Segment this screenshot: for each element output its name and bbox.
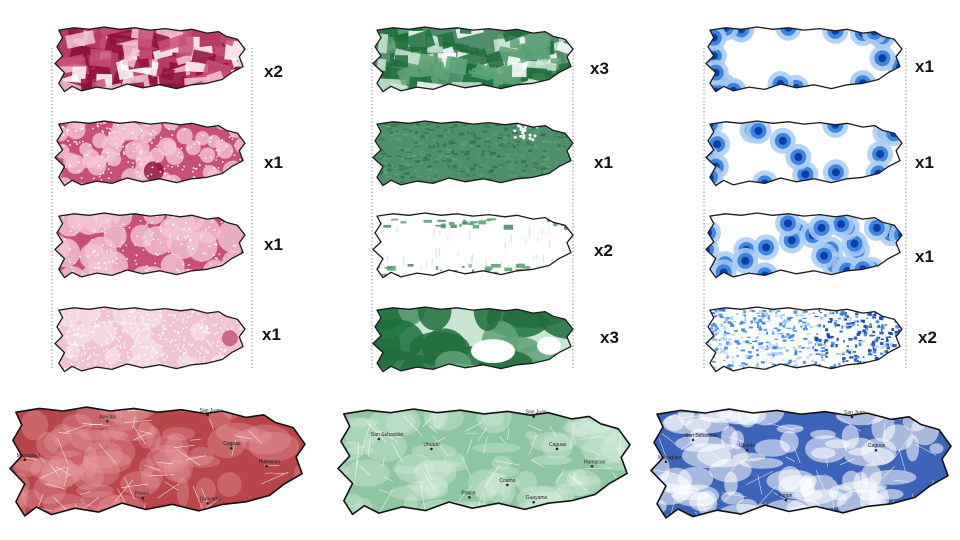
multiplier-label-blue-3: x1 xyxy=(915,247,934,266)
town-marker xyxy=(468,495,471,499)
island-outline xyxy=(650,408,952,519)
composite-map-red: San Juan Mayagüez Arecibo Caguas Ponce Guayam… xyxy=(9,406,306,517)
town-label: San Juan xyxy=(200,408,221,414)
town-marker xyxy=(23,458,27,462)
multiplier-label-blue-2: x1 xyxy=(915,153,934,172)
island-outline xyxy=(372,212,574,279)
town-label: San Sebastián xyxy=(685,433,718,439)
map-green-4 xyxy=(372,306,574,373)
map-red-3 xyxy=(54,212,246,279)
composite-maps: San Juan Mayagüez Arecibo Caguas Ponce Guayam… xyxy=(9,406,952,519)
town-marker xyxy=(850,415,854,419)
map-green-3 xyxy=(372,212,574,279)
island-outline xyxy=(705,306,903,373)
town-marker xyxy=(590,464,594,468)
town-label: Ponce xyxy=(135,491,149,497)
town-label: Ponce xyxy=(461,490,475,496)
town-marker xyxy=(430,447,433,451)
composite-map-blue: San Juan San Sebastián Mayagüez Utuado Cagua… xyxy=(650,408,952,519)
multiplier-label-green-1: x3 xyxy=(590,59,609,78)
island-outline xyxy=(372,26,574,93)
town-marker xyxy=(555,447,559,451)
island-outline xyxy=(54,26,246,93)
town-label: Caguas xyxy=(868,443,886,449)
town-marker xyxy=(664,460,668,464)
town-marker xyxy=(506,483,509,487)
town-marker xyxy=(229,446,233,450)
town-marker xyxy=(377,437,381,441)
map-blue-1 xyxy=(705,26,903,93)
town-label: Mayagüez xyxy=(17,453,41,459)
map-red-4 xyxy=(54,306,246,373)
island-outline xyxy=(54,212,246,279)
town-label: Caguas xyxy=(223,441,241,447)
multiplier-label-blue-1: x1 xyxy=(915,57,934,76)
multiplier-label-green-2: x1 xyxy=(594,153,613,172)
town-label: San Sebastián xyxy=(371,432,404,438)
town-marker xyxy=(532,500,535,504)
multiplier-label-red-2: x1 xyxy=(264,153,283,172)
multiplier-label-red-4: x1 xyxy=(262,325,281,344)
town-label: San Juan xyxy=(526,410,547,416)
multiplier-label-red-1: x2 xyxy=(264,62,283,81)
map-green-1 xyxy=(372,26,574,93)
map-red-2 xyxy=(54,120,246,187)
town-marker xyxy=(691,438,695,442)
multiplier-label-red-3: x1 xyxy=(264,235,283,254)
town-label: Mayagüez xyxy=(658,455,682,461)
island-outline xyxy=(337,408,631,516)
layer-maps xyxy=(54,26,903,373)
town-marker xyxy=(874,448,878,452)
multiplier-label-green-4: x3 xyxy=(600,328,619,347)
island-outline xyxy=(54,120,246,187)
town-marker xyxy=(141,496,145,500)
composite-map-green: San Juan San Sebastián Utuado Caguas Humacao… xyxy=(337,408,631,516)
island-outline xyxy=(705,212,903,279)
town-marker xyxy=(745,448,749,452)
island-outline xyxy=(54,306,246,373)
town-marker xyxy=(206,413,209,417)
town-label: Coamo xyxy=(499,478,515,484)
map-blue-3 xyxy=(705,212,903,279)
town-marker xyxy=(206,501,209,505)
map-green-2 xyxy=(372,120,574,187)
town-label: Ponce xyxy=(778,493,792,499)
island-outline xyxy=(372,120,574,187)
multiplier-label-blue-4: x2 xyxy=(918,328,937,347)
town-label: San Juan xyxy=(844,410,865,416)
multiplier-label-green-3: x2 xyxy=(594,241,613,260)
map-blue-2 xyxy=(705,120,903,187)
town-label: Guayama xyxy=(526,495,548,501)
town-marker xyxy=(265,464,268,468)
town-marker xyxy=(784,498,788,502)
island-outline xyxy=(9,406,306,517)
town-label: Caguas xyxy=(549,442,567,448)
town-marker xyxy=(106,420,109,423)
map-red-1 xyxy=(54,26,246,93)
town-label: Humacao xyxy=(259,459,281,465)
town-label: Utuado xyxy=(423,442,439,448)
town-label: Humacao xyxy=(584,459,606,465)
island-outline xyxy=(372,306,574,373)
town-label: Utuado xyxy=(739,443,755,449)
town-marker xyxy=(532,415,535,418)
town-label: Arecibo xyxy=(99,414,116,420)
island-outline xyxy=(705,26,903,93)
town-label: Guayama xyxy=(200,496,222,502)
map-blue-4 xyxy=(705,306,903,373)
column-guide-lines xyxy=(51,48,907,370)
island-outline xyxy=(705,120,903,187)
